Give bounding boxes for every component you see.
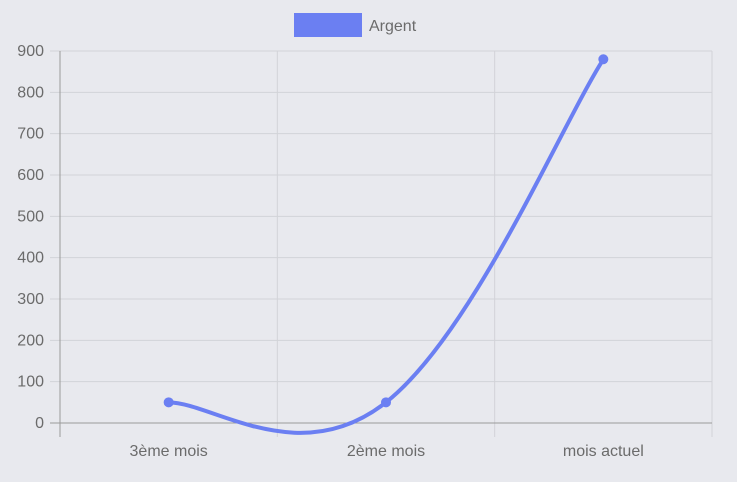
legend-label-argent: Argent <box>369 18 417 35</box>
y-tick-label: 500 <box>17 208 44 225</box>
y-tick-label: 400 <box>17 250 44 267</box>
y-tick-label: 800 <box>17 84 44 101</box>
x-tick-label: 2ème mois <box>347 443 425 460</box>
y-tick-label: 200 <box>17 332 44 349</box>
y-tick-label: 100 <box>17 374 44 391</box>
grid <box>50 50 713 437</box>
y-tick-label: 0 <box>35 415 44 432</box>
x-tick-label: mois actuel <box>563 443 644 460</box>
y-tick-label: 900 <box>17 43 44 60</box>
x-tick-label: 3ème mois <box>130 443 208 460</box>
axes: 0 100 200 300 400 500 600 700 800 900 3ème mois 2èm… <box>17 43 712 460</box>
series-line-argent <box>166 57 606 435</box>
legend-swatch-argent <box>294 13 362 37</box>
y-tick-label: 700 <box>17 126 44 143</box>
data-point[interactable] <box>598 54 609 65</box>
data-point[interactable] <box>163 397 174 408</box>
y-tick-label: 300 <box>17 291 44 308</box>
legend[interactable]: Argent <box>294 13 417 37</box>
y-tick-label: 600 <box>17 167 44 184</box>
data-point[interactable] <box>381 397 391 408</box>
series-argent <box>163 54 609 435</box>
